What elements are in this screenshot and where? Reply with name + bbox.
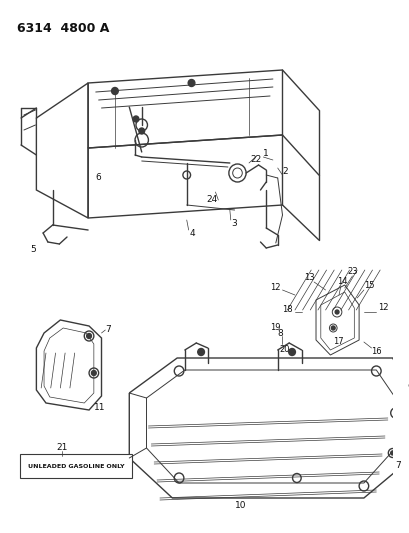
Text: 19: 19 bbox=[270, 324, 280, 333]
Text: 24: 24 bbox=[205, 196, 217, 205]
FancyBboxPatch shape bbox=[20, 454, 132, 478]
Text: 5: 5 bbox=[31, 246, 36, 254]
Circle shape bbox=[390, 451, 393, 455]
Circle shape bbox=[330, 326, 334, 330]
Text: 11: 11 bbox=[94, 403, 105, 413]
Text: 6314  4800 A: 6314 4800 A bbox=[17, 22, 109, 35]
Circle shape bbox=[133, 116, 139, 122]
Text: 22: 22 bbox=[249, 156, 261, 165]
Circle shape bbox=[188, 79, 194, 86]
Text: 18: 18 bbox=[282, 305, 292, 314]
Circle shape bbox=[86, 334, 91, 338]
Text: 9: 9 bbox=[406, 384, 409, 392]
Text: 12: 12 bbox=[378, 303, 388, 312]
Circle shape bbox=[139, 128, 144, 134]
Text: 3: 3 bbox=[231, 220, 237, 229]
Circle shape bbox=[334, 310, 338, 314]
Circle shape bbox=[197, 349, 204, 356]
Text: 1: 1 bbox=[263, 149, 268, 157]
Text: 2: 2 bbox=[282, 167, 288, 176]
Text: 7: 7 bbox=[395, 462, 400, 471]
Text: 7: 7 bbox=[105, 326, 111, 335]
Text: 16: 16 bbox=[371, 348, 381, 357]
Text: UNLEADED GASOLINE ONLY: UNLEADED GASOLINE ONLY bbox=[28, 464, 124, 469]
Text: 4: 4 bbox=[189, 229, 195, 238]
Circle shape bbox=[288, 349, 295, 356]
Text: 13: 13 bbox=[304, 273, 315, 282]
Text: 23: 23 bbox=[347, 268, 357, 277]
Text: 17: 17 bbox=[333, 337, 343, 346]
Circle shape bbox=[111, 87, 118, 94]
Text: 20: 20 bbox=[279, 345, 290, 354]
Text: 15: 15 bbox=[363, 280, 373, 289]
Text: 8: 8 bbox=[277, 328, 283, 337]
Text: 14: 14 bbox=[336, 278, 347, 287]
Text: 6: 6 bbox=[96, 173, 101, 182]
Text: 12: 12 bbox=[270, 284, 280, 293]
Text: 10: 10 bbox=[234, 502, 245, 511]
Text: 21: 21 bbox=[56, 443, 68, 453]
Circle shape bbox=[91, 370, 96, 376]
